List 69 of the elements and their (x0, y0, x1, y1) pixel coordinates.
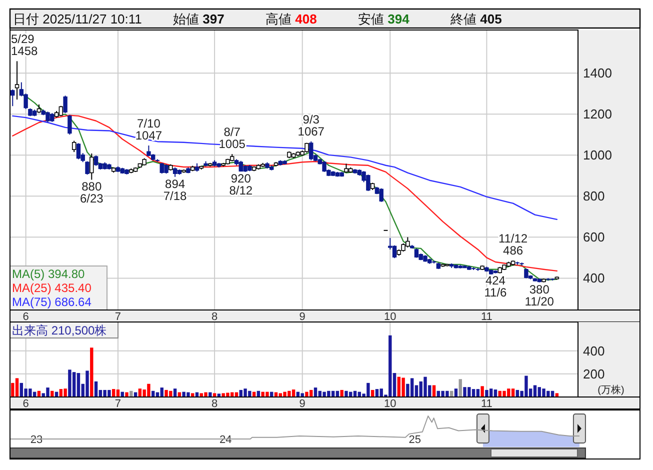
chart-title: 日付 2025/11/27 10:11 (13, 12, 142, 26)
bar (458, 379, 462, 397)
line-series (12, 115, 558, 220)
y-tick-label: 800 (583, 188, 605, 204)
bar (502, 390, 506, 397)
bar (94, 381, 98, 397)
annotation: 920 8/12 (229, 172, 253, 198)
x-tick-label: 9 (299, 311, 306, 323)
x-tick-label: 25 (408, 434, 421, 446)
annotation: 380 11/20 (524, 282, 554, 308)
bar (480, 386, 484, 397)
x-tick-label: 9 (299, 398, 306, 410)
annotation: 880 6/23 (80, 180, 104, 206)
bar (410, 378, 414, 397)
bar (208, 392, 212, 397)
bar (402, 378, 405, 397)
bar (46, 388, 50, 397)
bar (463, 387, 466, 397)
y-tick-label: 1200 (583, 106, 612, 122)
text: 安値 394 (358, 12, 410, 26)
bar (76, 373, 80, 397)
x-tick-label: 6 (22, 311, 29, 323)
chart-title: 出来高 210,500株 (12, 324, 107, 338)
text: MA(75) 686.64 (12, 295, 92, 309)
text: 終値 405 (450, 12, 502, 26)
bar (204, 392, 208, 397)
bar (533, 385, 537, 397)
x-tick-label: 10 (384, 311, 396, 323)
annotation: 894 7/18 (163, 176, 188, 203)
annotation: 5/29 1458 (11, 32, 38, 58)
text: MA(25) 435.40 (12, 281, 92, 295)
bar (72, 372, 76, 397)
x-tick-label: 8 (211, 398, 218, 410)
annotation: 7/10 1047 (135, 116, 162, 142)
y-tick-label: 400 (583, 343, 605, 358)
bar (305, 392, 308, 397)
bar (90, 348, 94, 397)
x-tick-label: 11 (480, 398, 492, 410)
y-tick-label: 400 (583, 270, 605, 286)
x-tick-label: 7 (114, 311, 122, 323)
text: 始値 397 (173, 12, 224, 26)
annotation: 11/12 486 (498, 232, 528, 258)
bar (15, 378, 19, 397)
bar (432, 385, 436, 397)
bar (485, 390, 488, 397)
x-tick-label: 10 (384, 398, 396, 410)
bar (340, 390, 344, 397)
y-tick-label: 200 (583, 366, 605, 382)
x-tick-label: 7 (114, 398, 122, 410)
y-tick-label: 1000 (583, 148, 612, 163)
bar (300, 393, 304, 397)
x-tick-label: 11 (480, 311, 492, 323)
bar (397, 376, 401, 397)
annotation: 424 11/6 (484, 273, 508, 300)
x-tick-label: 8 (211, 311, 218, 323)
bar (20, 382, 24, 397)
bar (68, 370, 72, 397)
annotation: 9/3 1067 (298, 112, 325, 138)
y-tick-label: 600 (583, 230, 605, 245)
y-axis-title: (万株) (598, 384, 624, 396)
text: MA(5) 394.80 (12, 267, 86, 281)
bar (86, 370, 89, 397)
bar (344, 390, 348, 397)
x-tick-label: 6 (22, 398, 29, 410)
y-tick-label: 1400 (583, 66, 612, 81)
bar (64, 388, 67, 397)
bar (125, 392, 128, 397)
bar (424, 376, 427, 397)
text: 高値 408 (266, 12, 317, 26)
